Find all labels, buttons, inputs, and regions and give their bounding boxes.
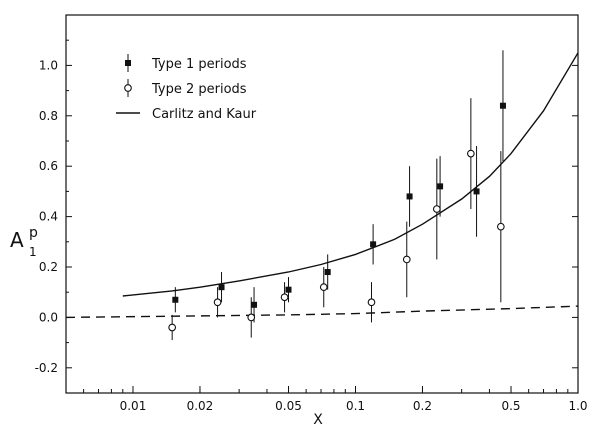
y-tick-label: 1.0: [39, 58, 58, 72]
type1-point: [251, 301, 258, 308]
x-tick-label: 0.5: [501, 399, 520, 413]
y-tick-label: 0.8: [39, 109, 58, 123]
type2-point: [319, 283, 328, 292]
axis-ticks: -0.2 0.0 0.2 0.4 0.6 0.8 1.0 0.01 0.02 0.05 0.1 0.2…: [35, 39, 588, 413]
type1-point: [437, 183, 444, 190]
type1-point: [473, 188, 480, 195]
x-tick-label: 0.01: [120, 399, 147, 413]
legend-label: Type 2 periods: [151, 82, 247, 97]
y-axis-label-subscript: 1: [29, 245, 37, 259]
x-tick-label: 0.1: [346, 399, 365, 413]
type2-point: [213, 298, 222, 307]
y-axis-label: A: [10, 228, 24, 252]
y-axis-label-superscript: p: [29, 225, 38, 241]
type2-point: [496, 222, 505, 231]
type2-point: [168, 323, 177, 332]
y-tick-label: 0.6: [39, 159, 58, 173]
legend-label: Type 1 periods: [151, 57, 247, 72]
type1-point: [499, 102, 506, 109]
type1-point: [370, 241, 377, 248]
y-tick-label: -0.2: [35, 361, 58, 375]
x-tick-label: 0.2: [413, 399, 432, 413]
type1-point: [406, 193, 413, 200]
type2-point: [432, 205, 441, 213]
x-tick-label: 0.02: [187, 399, 214, 413]
type1-point: [172, 296, 179, 303]
type2-point: [367, 298, 376, 307]
legend-label: Carlitz and Kaur: [152, 107, 257, 122]
legend: Type 1 periods Type 2 periods Carlitz and …: [116, 54, 257, 122]
type2-point: [467, 149, 475, 158]
x-tick-label: 1.0: [568, 399, 587, 413]
data-points: [168, 50, 506, 341]
x-axis-label: X: [313, 412, 323, 428]
type1-point: [324, 269, 331, 276]
y-tick-label: 0.0: [39, 310, 58, 324]
legend-type1-marker: [125, 60, 131, 66]
zero-baseline-curve: [65, 305, 579, 319]
legend-type2-marker: [124, 84, 132, 92]
type1-point: [285, 286, 292, 293]
type2-point: [247, 313, 256, 322]
y-tick-label: 0.2: [39, 260, 58, 274]
plot-frame: [65, 14, 579, 394]
x-tick-label: 0.05: [275, 399, 302, 413]
type2-point: [280, 293, 289, 302]
y-tick-label: 0.4: [39, 210, 58, 224]
type1-point: [218, 284, 225, 291]
type2-point: [402, 255, 411, 264]
